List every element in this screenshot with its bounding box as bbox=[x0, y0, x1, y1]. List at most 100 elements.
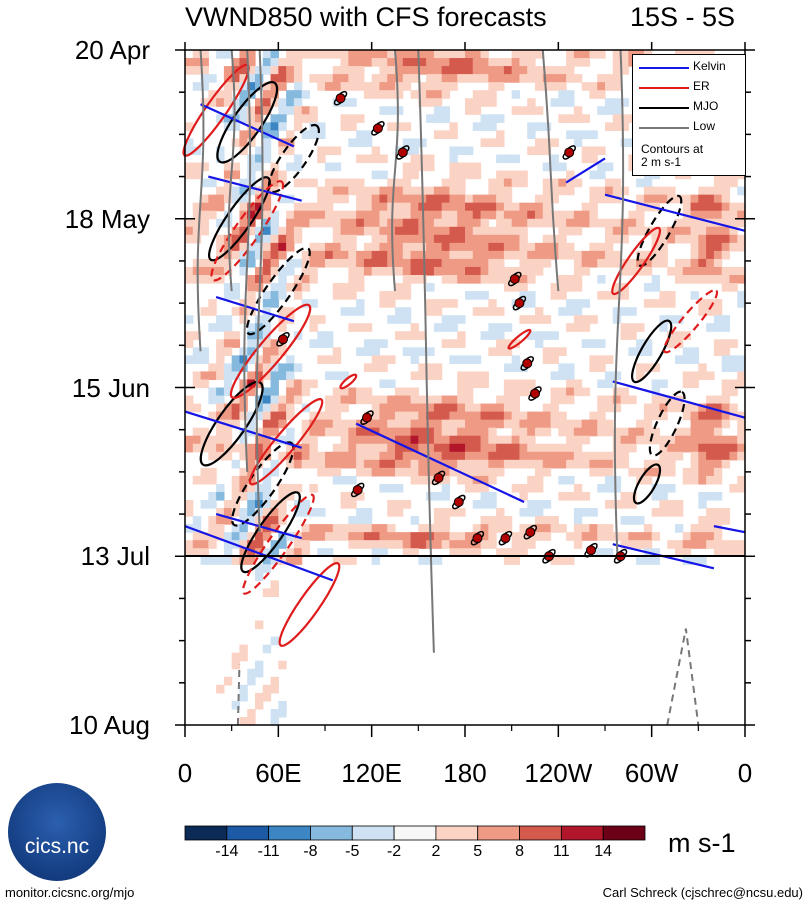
anomaly-cell bbox=[293, 443, 303, 453]
anomaly-cell bbox=[566, 379, 575, 389]
anomaly-cell bbox=[192, 58, 202, 67]
anomaly-cell bbox=[542, 532, 552, 541]
anomaly-cell bbox=[317, 524, 326, 533]
anomaly-cell bbox=[620, 395, 629, 405]
anomaly-cell bbox=[566, 387, 575, 397]
anomaly-cell bbox=[340, 58, 349, 67]
anomaly-cell bbox=[286, 532, 295, 541]
anomaly-cell bbox=[325, 459, 334, 469]
anomaly-cell bbox=[535, 532, 544, 541]
mjo-contour bbox=[631, 319, 673, 384]
anomaly-cell bbox=[612, 451, 622, 461]
anomaly-cell bbox=[542, 524, 552, 533]
anomaly-cell bbox=[262, 275, 272, 284]
anomaly-cell bbox=[200, 435, 209, 445]
anomaly-cell bbox=[573, 275, 583, 284]
anomaly-cell bbox=[721, 355, 731, 364]
anomaly-cell bbox=[223, 162, 233, 172]
anomaly-cell bbox=[729, 451, 738, 461]
anomaly-cell bbox=[192, 218, 202, 228]
anomaly-cell bbox=[340, 98, 349, 107]
anomaly-cell bbox=[208, 307, 217, 316]
anomaly-cell bbox=[589, 194, 598, 204]
colorbar-swatch bbox=[435, 825, 479, 841]
anomaly-cell bbox=[340, 194, 349, 204]
anomaly-cell bbox=[511, 58, 521, 67]
anomaly-cell bbox=[659, 226, 668, 236]
anomaly-cell bbox=[410, 66, 419, 75]
anomaly-cell bbox=[262, 299, 272, 308]
anomaly-cell bbox=[309, 74, 318, 83]
anomaly-cell bbox=[488, 443, 497, 453]
anomaly-cell bbox=[395, 331, 404, 340]
anomaly-cell bbox=[667, 266, 676, 276]
anomaly-cell bbox=[363, 58, 373, 67]
anomaly-cell bbox=[566, 283, 575, 292]
anomaly-cell bbox=[472, 403, 482, 413]
anomaly-cell bbox=[223, 98, 233, 107]
anomaly-cell bbox=[698, 250, 707, 260]
anomaly-cell bbox=[426, 50, 435, 59]
anomaly-cell bbox=[262, 291, 272, 300]
anomaly-cell bbox=[340, 403, 349, 413]
anomaly-cell bbox=[527, 483, 536, 493]
anomaly-cell bbox=[433, 266, 443, 276]
anomaly-cell bbox=[643, 250, 653, 260]
anomaly-cell bbox=[223, 387, 233, 397]
anomaly-cell bbox=[465, 403, 474, 413]
anomaly-cell bbox=[356, 532, 365, 541]
anomaly-cell bbox=[270, 178, 279, 188]
anomaly-cell bbox=[293, 395, 303, 405]
anomaly-cell bbox=[270, 347, 279, 356]
anomaly-cell bbox=[721, 548, 731, 557]
anomaly-cell bbox=[682, 467, 692, 477]
anomaly-cell bbox=[301, 283, 311, 292]
website-link[interactable]: monitor.cicsnc.org/mjo bbox=[5, 885, 135, 900]
anomaly-cell bbox=[426, 154, 435, 164]
date-label: 20 Apr bbox=[74, 35, 150, 65]
anomaly-cell bbox=[488, 66, 497, 75]
anomaly-cell bbox=[643, 347, 653, 356]
anomaly-cell bbox=[589, 467, 598, 477]
anomaly-cell bbox=[325, 210, 334, 220]
anomaly-cell bbox=[387, 250, 396, 260]
anomaly-cell bbox=[496, 234, 505, 244]
anomaly-cell bbox=[519, 50, 528, 59]
anomaly-cell bbox=[675, 315, 684, 324]
anomaly-cell bbox=[348, 242, 357, 252]
anomaly-cell bbox=[379, 427, 388, 437]
anomaly-cell bbox=[379, 435, 388, 445]
anomaly-cell bbox=[309, 275, 318, 284]
anomaly-cell bbox=[262, 692, 272, 702]
anomaly-cell bbox=[239, 684, 248, 694]
anomaly-cell bbox=[325, 451, 334, 461]
anomaly-cell bbox=[185, 331, 194, 340]
anomaly-cell bbox=[535, 516, 544, 525]
anomaly-cell bbox=[449, 258, 458, 268]
anomaly-cell bbox=[465, 419, 474, 429]
anomaly-cell bbox=[426, 411, 435, 421]
anomaly-cell bbox=[581, 419, 591, 429]
anomaly-cell bbox=[503, 266, 513, 276]
anomaly-cell bbox=[620, 66, 629, 75]
anomaly-cell bbox=[465, 371, 474, 381]
colorbar-swatch bbox=[393, 825, 437, 841]
anomaly-cell bbox=[270, 508, 279, 517]
anomaly-cell bbox=[278, 242, 287, 252]
anomaly-cell bbox=[558, 250, 567, 260]
anomaly-cell bbox=[433, 411, 443, 421]
anomaly-cell bbox=[255, 427, 264, 437]
anomaly-cell bbox=[542, 443, 552, 453]
anomaly-cell bbox=[301, 548, 311, 557]
anomaly-cell bbox=[511, 154, 521, 164]
anomaly-cell bbox=[325, 250, 334, 260]
anomaly-cell bbox=[519, 258, 528, 268]
anomaly-cell bbox=[682, 443, 692, 453]
anomaly-cell bbox=[488, 98, 497, 107]
anomaly-cell bbox=[309, 250, 318, 260]
anomaly-cell bbox=[239, 106, 248, 115]
anomaly-cell bbox=[418, 363, 427, 373]
anomaly-cell bbox=[371, 443, 381, 453]
anomaly-cell bbox=[223, 186, 233, 196]
anomaly-cell bbox=[363, 419, 373, 429]
